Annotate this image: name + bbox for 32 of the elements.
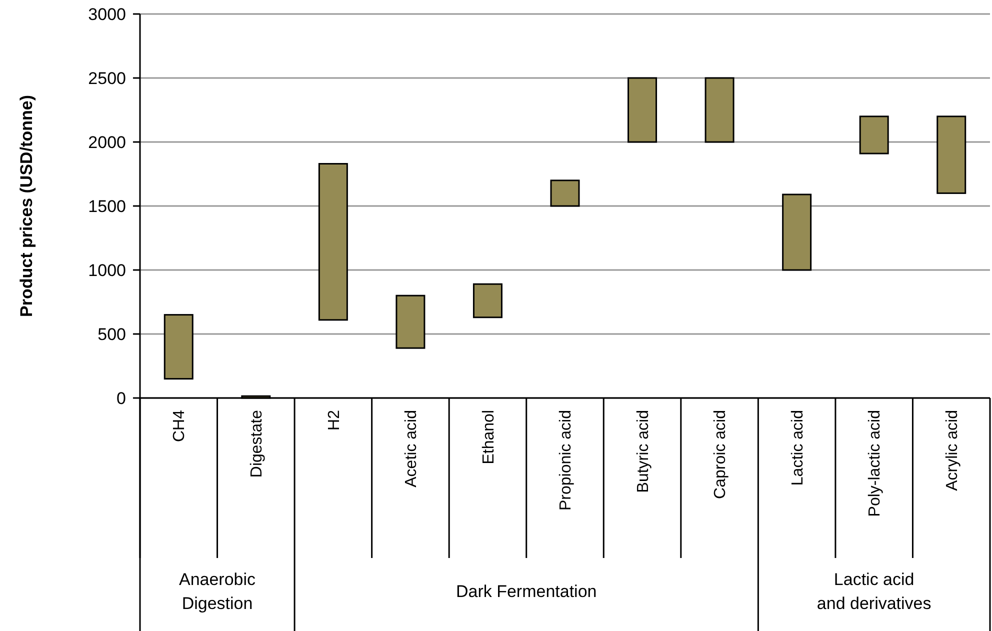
y-tick-label: 1500 (88, 196, 126, 216)
x-tick-label: Propionic acid (558, 410, 575, 510)
x-tick-label: Ethanol (480, 410, 498, 464)
bar (628, 77, 658, 143)
bar (318, 163, 348, 321)
y-tick-label: 2500 (88, 68, 126, 88)
bar (550, 180, 580, 207)
text: Anaerobic Digestion (178, 570, 256, 613)
y-tick-label: 1000 (88, 260, 126, 280)
y-tick-label: 500 (98, 324, 126, 344)
bar (859, 116, 889, 154)
x-tick-label: H2 (326, 410, 343, 430)
bar (782, 194, 812, 271)
y-tick-label: 0 (116, 388, 126, 408)
bar (704, 77, 734, 143)
x-tick-label: Poly-lactic acid (866, 410, 884, 517)
bar (396, 294, 426, 349)
bar (936, 116, 966, 194)
x-tick-label: Caproic acid (712, 410, 730, 499)
y-tick-label: 3000 (88, 4, 126, 24)
text: Lactic acid and derivatives (816, 570, 932, 613)
x-tick-label: Butyric acid (634, 410, 652, 493)
y-tick-label: 2000 (88, 132, 126, 152)
x-tick-label: Acrylic acid (944, 410, 961, 491)
x-tick-label: Digestate (248, 410, 266, 478)
y-axis-title: Product prices (USD/tonne) (17, 95, 36, 317)
x-tick-label: Acetic acid (403, 410, 420, 488)
bar (472, 283, 502, 318)
x-tick-label: Lactic acid (789, 410, 806, 486)
text: Dark Fermentation (456, 582, 597, 601)
bar (164, 314, 194, 380)
x-tick-label: CH4 (171, 410, 188, 442)
